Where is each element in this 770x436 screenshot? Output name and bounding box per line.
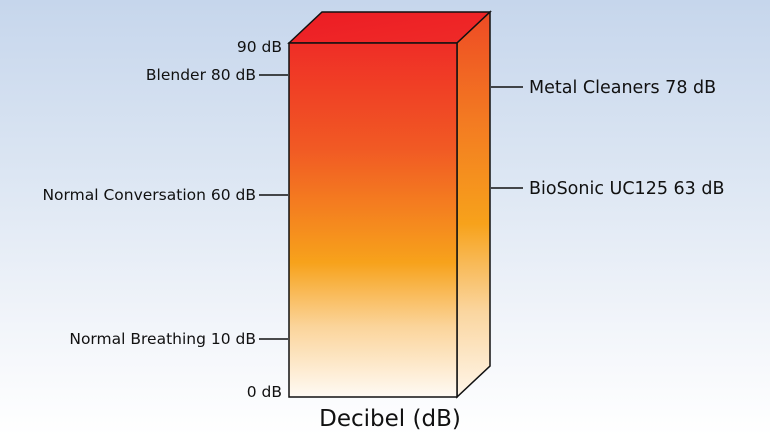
right-marker-biosonic: BioSonic UC125 63 dB [491, 179, 724, 199]
left-marker-blender: Blender 80 dB [146, 66, 288, 84]
marker-label: Normal Breathing 10 dB [69, 330, 256, 348]
diagram-title: Decibel (dB) [319, 406, 461, 432]
marker-label: Metal Cleaners 78 dB [529, 78, 716, 98]
left-marker-normal-conversation: Normal Conversation 60 dB [42, 186, 288, 204]
column-front-face [288, 42, 458, 398]
column-side-face [456, 10, 491, 399]
scale-max-label: 90 dB [237, 38, 282, 56]
scale-min-label: 0 dB [247, 383, 282, 401]
left-marker-normal-breathing: Normal Breathing 10 dB [69, 330, 288, 348]
marker-label: Blender 80 dB [146, 66, 256, 84]
marker-label: BioSonic UC125 63 dB [529, 179, 724, 199]
column-top-face [287, 11, 492, 44]
right-marker-metal-cleaners: Metal Cleaners 78 dB [491, 78, 716, 98]
marker-label: Normal Conversation 60 dB [42, 186, 256, 204]
